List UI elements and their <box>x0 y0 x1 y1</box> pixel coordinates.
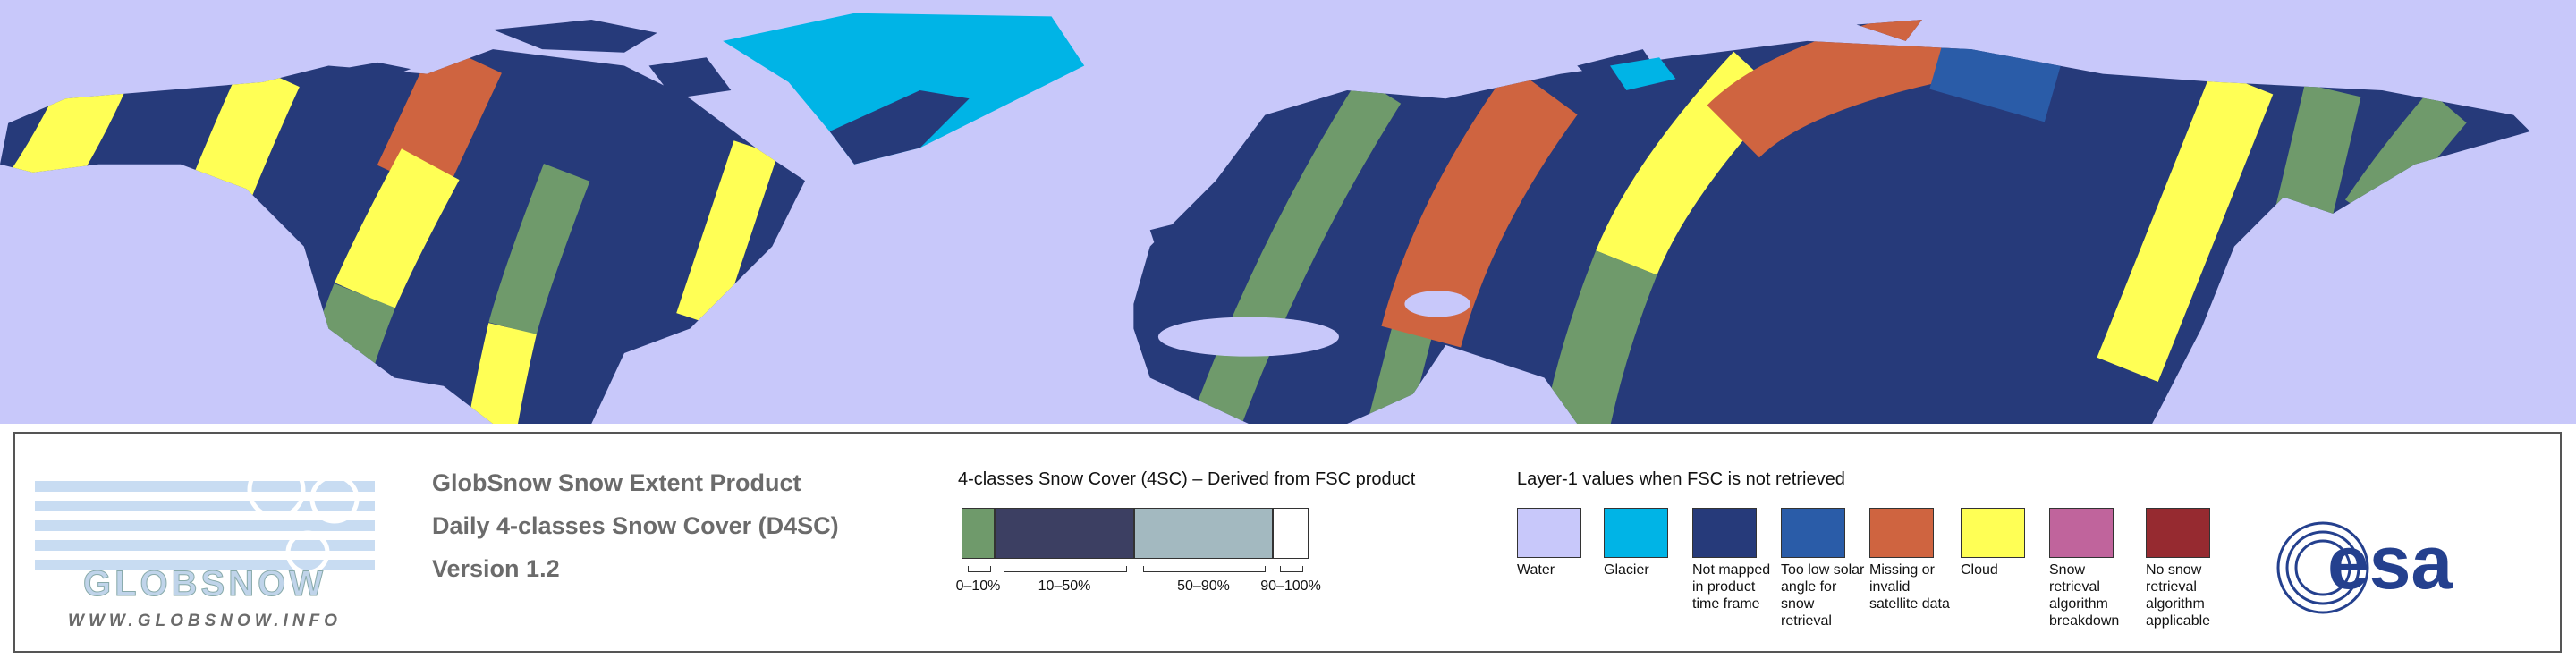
class-bracket <box>1143 566 1266 572</box>
class-swatch <box>1273 508 1309 559</box>
layer1-label: Snow retrieval algorithm breakdown <box>2049 562 2120 629</box>
class-swatch <box>1134 508 1273 559</box>
scale-title: 4-classes Snow Cover (4SC) – Derived fro… <box>958 469 1416 489</box>
class-label: 50–90% <box>1177 578 1230 594</box>
class-swatch <box>962 508 995 559</box>
greenland <box>723 13 1085 165</box>
layer1-label: Cloud <box>1961 562 1998 578</box>
layer1-title: Layer-1 values when FSC is not retrieved <box>1517 469 1845 489</box>
layer1-swatch <box>1781 508 1845 558</box>
layer1-swatch <box>1961 508 2025 558</box>
greenland-south <box>829 90 970 165</box>
layer1-label: Too low solar angle for snow retrieval <box>1781 562 1865 629</box>
globsnow-logo: GLOBSNOW WWW.GLOBSNOW.INFO <box>35 460 375 630</box>
legend: GLOBSNOW WWW.GLOBSNOW.INFO GlobSnow Snow… <box>13 432 2562 653</box>
product-line: Version 1.2 <box>432 555 560 582</box>
class-label: 0–10% <box>955 578 1001 594</box>
layer1-label: No snow retrieval algorithm applicable <box>2146 562 2211 629</box>
logo-name: GLOBSNOW <box>83 564 326 604</box>
svalbard <box>1610 57 1676 91</box>
layer1-label: Glacier <box>1604 562 1649 578</box>
layer1-label: Not mapped in product time frame <box>1692 562 1771 612</box>
layer1-swatch <box>1604 508 1668 558</box>
product-line: Daily 4-classes Snow Cover (D4SC) <box>432 512 839 539</box>
layer1-label: Water <box>1517 562 1555 578</box>
class-swatch <box>995 508 1134 559</box>
class-label: 10–50% <box>1038 578 1091 594</box>
class-bracket <box>967 566 991 572</box>
layer1-swatch <box>2146 508 2210 558</box>
layer1-swatch <box>1517 508 1581 558</box>
class-bracket <box>1280 566 1303 572</box>
esa-logo: esa <box>2276 520 2453 614</box>
esa-text: esa <box>2327 520 2453 604</box>
layer1-swatch <box>2049 508 2114 558</box>
class-bracket <box>1004 566 1127 572</box>
layer1-swatch <box>1869 508 1934 558</box>
layer1-label: Missing or invalid satellite data <box>1869 562 1950 612</box>
snow-map <box>0 0 2576 424</box>
product-line: GlobSnow Snow Extent Product <box>432 469 801 496</box>
layer1-swatch <box>1692 508 1757 558</box>
logo-url: WWW.GLOBSNOW.INFO <box>68 612 342 630</box>
class-label: 90–100% <box>1260 578 1321 594</box>
